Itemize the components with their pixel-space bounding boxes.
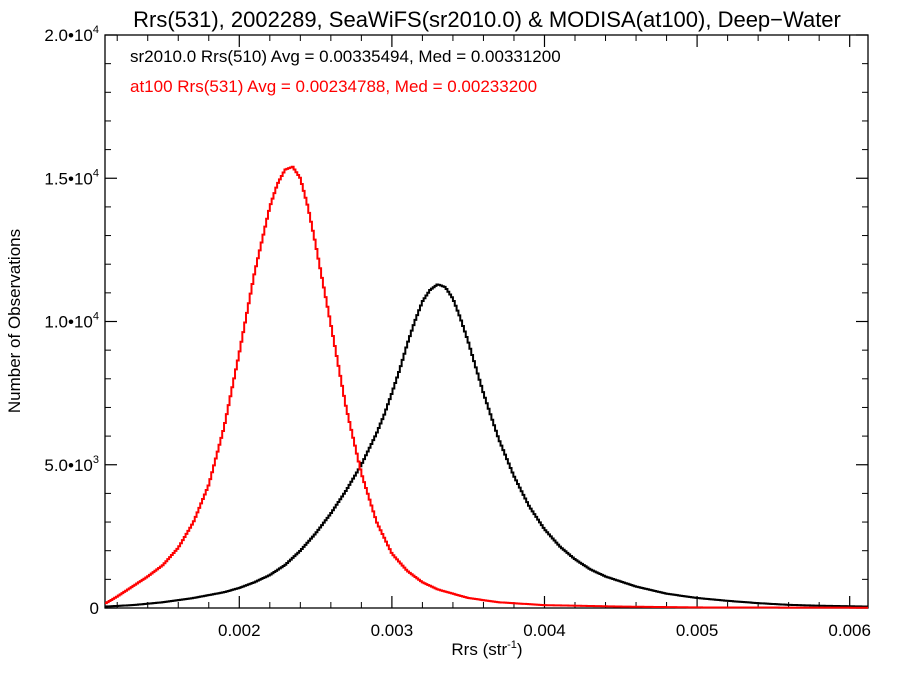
y-tick-label: 5.0•103 bbox=[44, 454, 99, 475]
plot-frame bbox=[104, 34, 869, 609]
y-tick-label: 2.0•104 bbox=[44, 24, 99, 45]
y-axis-label: Number of Observations bbox=[5, 229, 24, 413]
series-line-at100 bbox=[105, 165, 868, 609]
legend-entry-at100: at100 Rrs(531) Avg = 0.00234788, Med = 0… bbox=[130, 77, 537, 96]
y-tick-label: 1.0•104 bbox=[44, 311, 99, 332]
y-tick-label: 1.5•104 bbox=[44, 167, 99, 188]
series-line-sr2010 bbox=[105, 283, 868, 608]
y-axis-ticks: 0 5.0•103 1.0•104 1.5•104 2.0•104 bbox=[44, 24, 868, 618]
x-axis-label-suffix: ) bbox=[517, 640, 523, 659]
x-axis-label-superscript: -1 bbox=[507, 639, 517, 651]
y-tick-label: 0 bbox=[90, 599, 99, 618]
x-tick-label: 0.003 bbox=[371, 621, 414, 640]
x-tick-label: 0.004 bbox=[523, 621, 566, 640]
x-tick-label: 0.002 bbox=[218, 621, 261, 640]
x-axis-label-text: Rrs (str bbox=[451, 640, 507, 659]
legend-entry-sr2010: sr2010.0 Rrs(510) Avg = 0.00335494, Med … bbox=[130, 47, 561, 66]
x-axis-ticks: 0.002 0.003 0.004 0.005 0.006 bbox=[116, 35, 871, 640]
chart-title: Rrs(531), 2002289, SeaWiFS(sr2010.0) & M… bbox=[133, 7, 841, 32]
x-tick-label: 0.005 bbox=[676, 621, 719, 640]
x-tick-label: 0.006 bbox=[828, 621, 871, 640]
x-axis-label: Rrs (str-1) bbox=[451, 639, 522, 659]
series-lines bbox=[105, 165, 868, 609]
